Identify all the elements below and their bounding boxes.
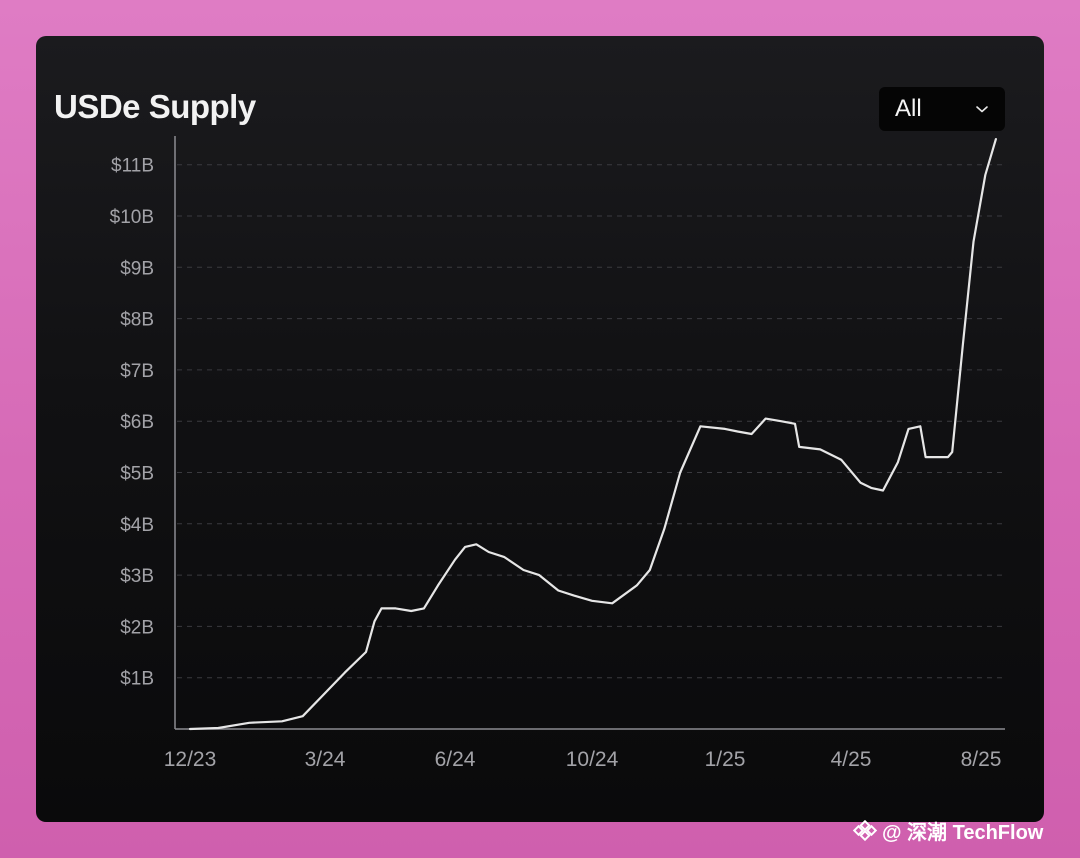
time-range-value: All [895,95,922,122]
time-range-dropdown[interactable]: All [879,87,1005,131]
y-tick-label: $6B [120,412,154,433]
axes [174,136,1005,730]
x-tick-label: 3/24 [305,748,346,771]
chart-card: USDe Supply All $1B $2B $3B $4B $5B $6B $7B $8B… [36,36,1044,822]
y-tick-label: $1B [120,669,154,690]
x-tick-label: 12/23 [164,748,217,771]
chart-title: USDe Supply [54,88,256,125]
y-tick-label: $8B [120,310,154,331]
x-tick-label: 4/25 [831,748,872,771]
y-tick-label: $9B [120,258,154,279]
x-tick-label: 10/24 [566,748,619,771]
x-axis-ticks: 12/23 3/24 6/24 10/24 1/25 4/25 8/25 [164,748,1002,771]
x-tick-label: 1/25 [705,748,746,771]
x-tick-label: 6/24 [435,748,476,771]
watermark-text: @ 深潮 TechFlow [882,822,1044,844]
y-tick-label: $7B [120,361,154,382]
y-tick-label: $10B [110,207,154,228]
y-tick-label: $2B [120,617,154,638]
series [188,137,998,731]
y-tick-label: $5B [120,464,154,485]
diamond-logo-icon [852,819,878,842]
y-tick-label: $3B [120,566,154,587]
y-tick-label: $4B [120,515,154,536]
grid-lines [177,164,1005,679]
series-line-usde-supply [188,137,998,731]
y-tick-label: $11B [111,156,154,177]
chevron-down-icon [975,104,989,114]
x-tick-label: 8/25 [961,748,1002,771]
supply-line-chart: $1B $2B $3B $4B $5B $6B $7B $8B $9B $10B $11B 12/2… [110,136,1005,771]
watermark: @ 深潮 TechFlow [852,816,1043,845]
y-axis-ticks: $1B $2B $3B $4B $5B $6B $7B $8B $9B $10B $11B [110,156,154,690]
